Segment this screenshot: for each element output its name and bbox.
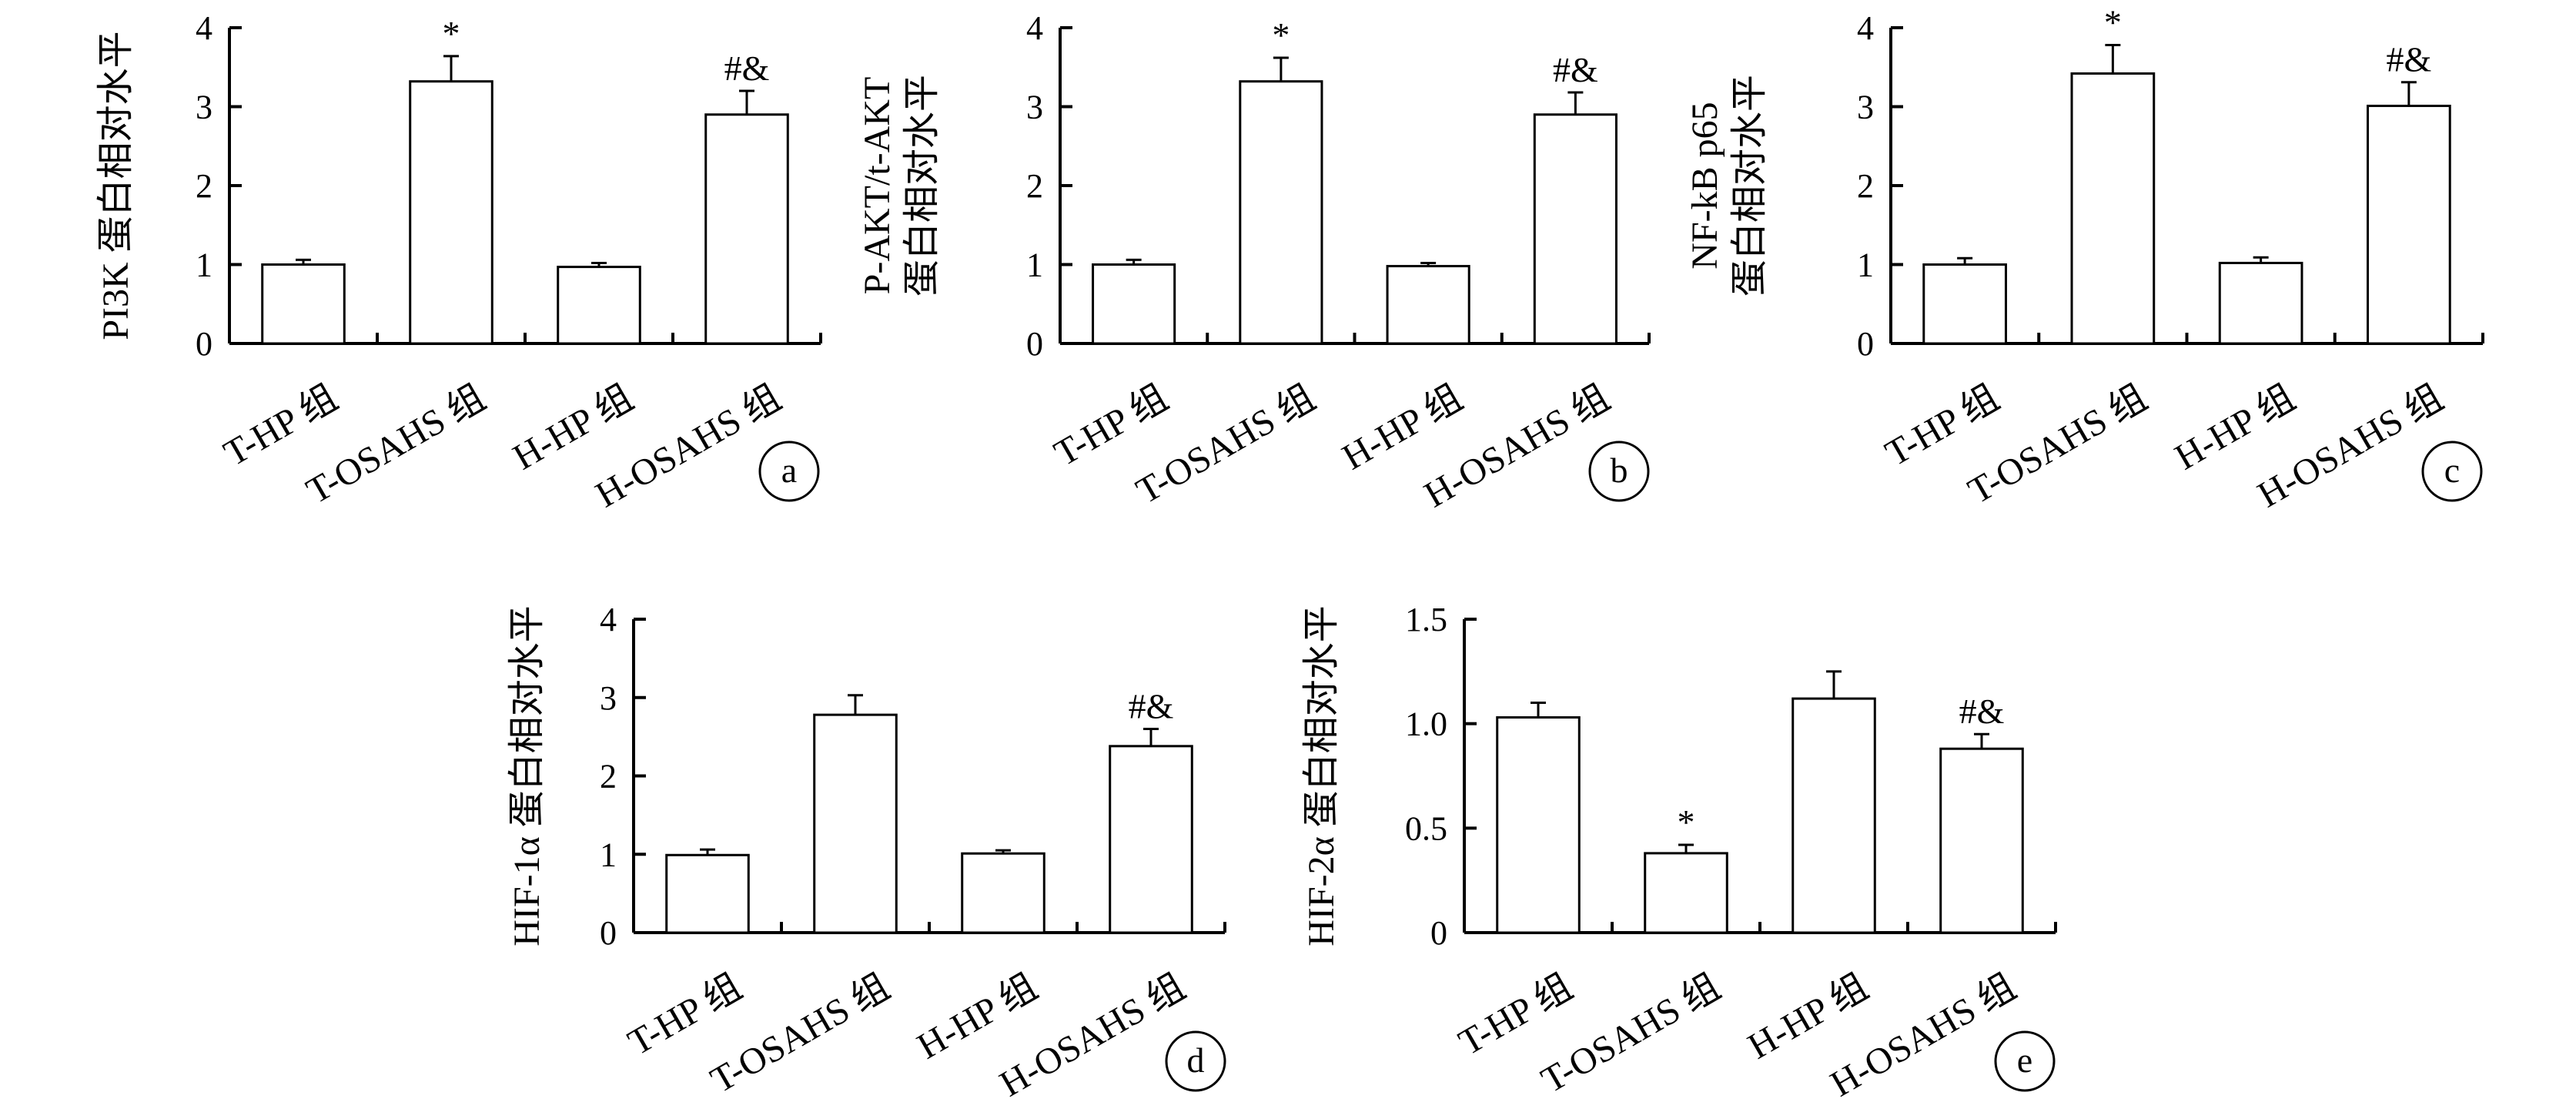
y-axis-label: HIF-2α 蛋白相对水平 [1301, 605, 1342, 946]
bar [1109, 745, 1193, 934]
bar [1533, 113, 1618, 345]
panel-letter: d [1187, 1040, 1205, 1080]
panel-letter: b [1611, 451, 1628, 490]
y-tick-label: 0 [600, 914, 617, 952]
y-axis-label: 蛋白相对水平 [902, 75, 942, 297]
bar [665, 853, 750, 934]
significance-mark: * [443, 14, 460, 53]
panel-letter-circle [2421, 441, 2483, 502]
y-tick-label: 1 [600, 836, 617, 873]
y-axis-label: 蛋白相对水平 [1729, 75, 1770, 297]
significance-mark: #& [2386, 40, 2431, 79]
y-tick-label: 2 [600, 758, 617, 796]
bar [2070, 72, 2156, 345]
panel-letter: e [2017, 1040, 2032, 1080]
panel-letter-circle [1994, 1030, 2056, 1092]
bar [961, 852, 1045, 934]
bar [1239, 80, 1323, 345]
significance-mark: #& [1129, 686, 1174, 725]
y-tick-label: 0.5 [1405, 809, 1447, 847]
y-tick-label: 0 [1430, 914, 1447, 952]
bar [1386, 265, 1470, 345]
y-tick-label: 3 [196, 89, 212, 126]
y-axis-label: PI3K 蛋白相对水平 [95, 31, 136, 340]
category-label: T-HP 组 [621, 967, 748, 1064]
bar [1922, 263, 2007, 345]
y-axis-label: NF-kB p65 [1684, 102, 1725, 269]
bar [1644, 852, 1728, 934]
bar [2367, 104, 2451, 345]
bar [1939, 747, 2024, 934]
y-tick-label: 2 [1026, 167, 1043, 205]
panel-letter-circle [758, 441, 820, 502]
bar [1092, 263, 1176, 345]
significance-mark: * [1272, 15, 1290, 55]
y-tick-label: 0 [1857, 325, 1874, 363]
panel-e: 00.51.01.5T-HP 组*T-OSAHS 组 H-HP 组#&H-OSAH… [1301, 601, 2057, 1105]
bar [1791, 697, 1876, 934]
y-tick-label: 0 [196, 325, 212, 363]
y-axis-label: HIF-1α 蛋白相对水平 [507, 605, 547, 946]
bar [261, 263, 346, 345]
category-label: T-HP 组 [1452, 967, 1579, 1064]
panel-letter: c [2444, 451, 2460, 490]
significance-mark: #& [724, 49, 770, 88]
bar [704, 113, 789, 345]
y-tick-label: 2 [1857, 167, 1874, 205]
significance-mark: * [1678, 802, 1695, 842]
bar [813, 713, 898, 934]
y-tick-label: 3 [1026, 89, 1043, 126]
bar [2218, 261, 2303, 345]
y-tick-label: 4 [196, 9, 212, 47]
y-tick-label: 4 [600, 601, 617, 638]
y-tick-label: 1 [196, 246, 212, 284]
y-tick-label: 0 [1026, 325, 1043, 363]
bar [1496, 716, 1581, 934]
y-tick-label: 3 [600, 679, 617, 717]
y-tick-label: 4 [1026, 9, 1043, 47]
significance-mark: #& [1553, 50, 1598, 89]
bar [409, 80, 493, 345]
significance-mark: #& [1959, 692, 2005, 731]
y-tick-label: 1.5 [1405, 601, 1447, 638]
y-axis-label: P-AKT/t-AKT [857, 77, 898, 295]
y-tick-label: 1.0 [1405, 705, 1447, 743]
category-label: T-HP 组 [217, 377, 344, 474]
y-tick-label: 4 [1857, 9, 1874, 47]
panel-letter: a [781, 451, 797, 490]
category-label: T-HP 组 [1878, 377, 2006, 474]
y-tick-label: 2 [196, 167, 212, 205]
significance-mark: * [2104, 3, 2122, 42]
category-label: T-HP 组 [1048, 377, 1175, 474]
panel-letter-circle [1588, 441, 1650, 502]
y-tick-label: 1 [1026, 246, 1043, 284]
y-tick-label: 3 [1857, 89, 1874, 126]
y-tick-label: 1 [1857, 246, 1874, 284]
panel-letter-circle [1165, 1030, 1226, 1092]
bar [557, 266, 641, 345]
